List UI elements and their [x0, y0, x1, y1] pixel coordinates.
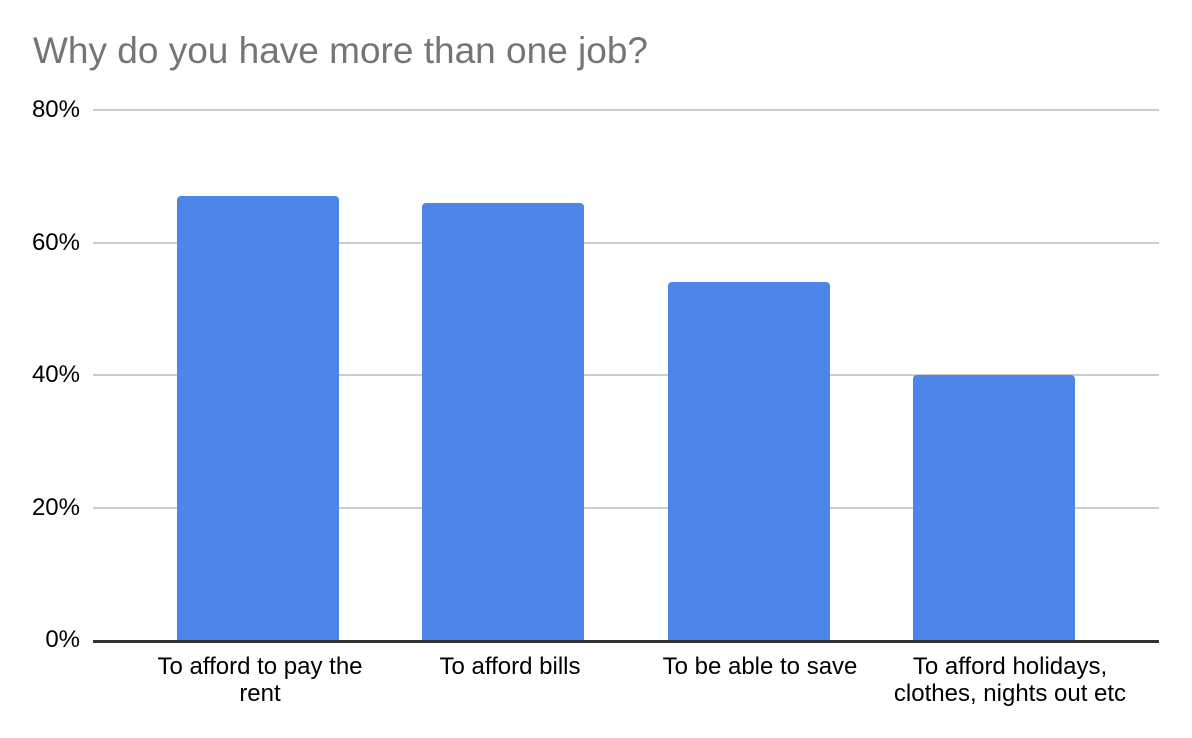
bar-slot: [872, 110, 1118, 640]
bars-row: [93, 110, 1159, 640]
x-axis-tick-label: To afford holidays, clothes, nights out …: [893, 653, 1127, 707]
bar-slot: [626, 110, 872, 640]
x-axis-tick-label: To afford to pay the rent: [157, 653, 363, 707]
x-axis-tick-label: To be able to save: [662, 653, 858, 680]
chart-title: Why do you have more than one job?: [33, 30, 648, 71]
bar-slot: [135, 110, 381, 640]
x-slot: To afford to pay the rent: [135, 653, 385, 707]
y-axis-tick-label: 20%: [31, 493, 80, 521]
y-axis-tick-label: 60%: [31, 228, 80, 256]
y-axis-tick-label: 0%: [45, 626, 80, 653]
y-axis-tick-label: 80%: [31, 96, 80, 123]
gridline: [93, 241, 1159, 244]
plot-area: [93, 109, 1159, 643]
x-slot: To afford holidays, clothes, nights out …: [885, 653, 1135, 707]
x-slot: To be able to save: [635, 653, 885, 707]
x-axis: To afford to pay the rent To afford bills…: [93, 653, 1159, 707]
y-axis: 80% 60% 40% 20% 0%: [0, 97, 80, 653]
x-axis-tick-label: To afford bills: [439, 653, 581, 680]
bar-3[interactable]: [667, 282, 830, 640]
gridline: [93, 374, 1159, 376]
gridline: [93, 109, 1159, 111]
x-slot: To afford bills: [385, 653, 635, 707]
bar-2[interactable]: [422, 202, 585, 640]
gridline: [93, 506, 1159, 509]
bar-4[interactable]: [913, 375, 1076, 640]
bar-1[interactable]: [176, 196, 339, 640]
bar-slot: [381, 110, 627, 640]
y-axis-tick-label: 40%: [31, 361, 80, 388]
